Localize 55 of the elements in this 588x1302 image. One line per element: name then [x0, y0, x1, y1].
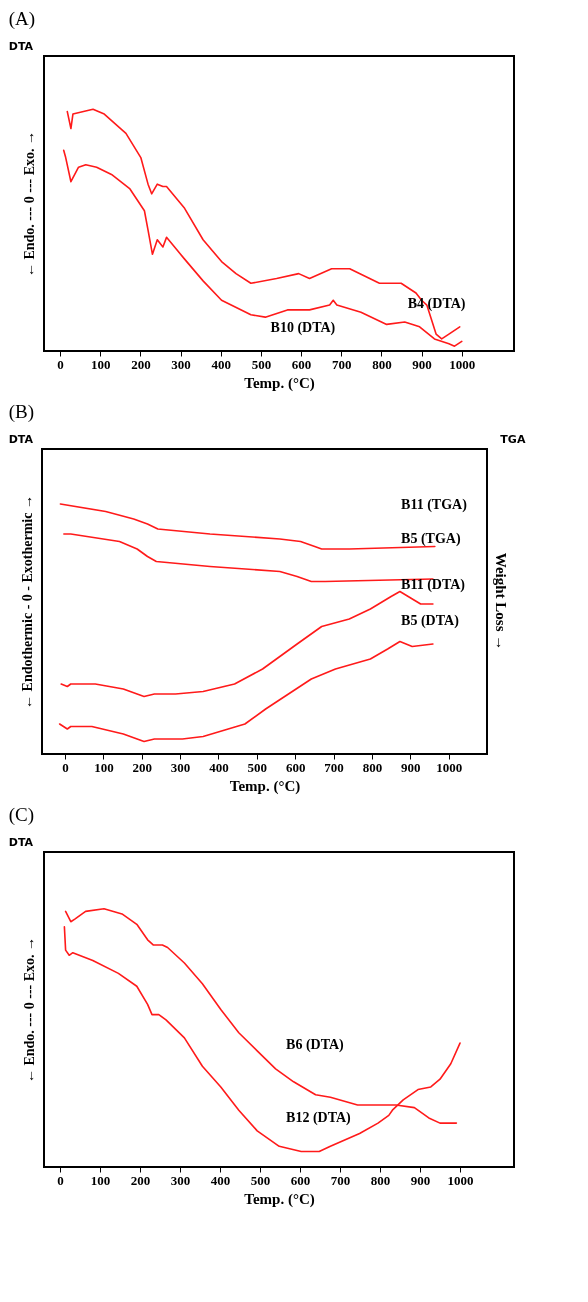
x-tick-label: 100: [90, 356, 111, 372]
x-tick-label: 200: [132, 759, 152, 775]
x-tick-label: 1000: [447, 1172, 474, 1188]
x-tick-label: 300: [170, 1172, 191, 1188]
annotation: B6 (DTA): [286, 1036, 345, 1053]
x-tick-label: 900: [410, 1172, 431, 1188]
x-tick-label: 1000: [436, 759, 463, 775]
annotation: B11 (DTA): [401, 576, 466, 593]
y2-axis-title: Weight Loss →: [493, 552, 509, 651]
text: DTA: [8, 432, 34, 446]
chart-title: (A): [8, 8, 36, 31]
x-tick-label: 800: [362, 759, 383, 775]
y-axis-title: ← Endo. --- 0 --- Exo. →: [21, 130, 37, 278]
x-tick-label: 500: [250, 1172, 271, 1188]
y-axis-title: ← Endothermic - 0 - Exothermic →: [19, 495, 35, 709]
x-tick-label: 200: [130, 1172, 151, 1188]
x-tick-label: 0: [57, 356, 64, 372]
x-tick-label: 700: [332, 356, 352, 372]
x-axis-title: Temp. (°C): [244, 1190, 315, 1208]
text: DTA: [8, 835, 34, 849]
x-tick-label: 700: [330, 1172, 351, 1188]
text: DTA: [8, 40, 34, 54]
x-tick-label: 800: [372, 356, 392, 372]
x-tick-label: 900: [401, 759, 421, 775]
x-tick-label: 300: [171, 356, 191, 372]
x-tick-label: 700: [324, 759, 344, 775]
annotation: B4 (DTA): [407, 296, 466, 313]
annotation: B10 (DTA): [270, 319, 336, 336]
annotation: B11 (TGA): [401, 497, 468, 514]
x-tick-label: 200: [131, 356, 151, 372]
x-tick-label: 500: [251, 356, 272, 372]
x-tick-label: 400: [210, 1172, 231, 1188]
x-tick-label: 1000: [449, 356, 476, 372]
annotation: B5 (TGA): [401, 530, 461, 547]
chart-title: (C): [8, 803, 35, 826]
x-tick-label: 600: [285, 759, 306, 775]
x-tick-label: 0: [57, 1172, 64, 1188]
x-tick-label: 900: [412, 356, 432, 372]
text: TGA: [500, 432, 526, 446]
x-tick-label: 100: [94, 759, 114, 775]
x-tick-label: 500: [247, 759, 268, 775]
y-axis-title: ← Endo. --- 0 --- Exo. →: [21, 936, 37, 1084]
x-tick-label: 600: [290, 1172, 311, 1188]
x-tick-label: 0: [62, 759, 69, 775]
x-tick-label: 300: [170, 759, 191, 775]
x-tick-label: 100: [90, 1172, 111, 1188]
annotation: B12 (DTA): [286, 1109, 352, 1126]
x-tick-label: 400: [209, 759, 229, 775]
x-tick-label: 800: [370, 1172, 391, 1188]
x-axis-title: Temp. (°C): [244, 374, 315, 392]
annotation: B5 (DTA): [401, 612, 460, 629]
x-axis-title: Temp. (°C): [229, 777, 301, 795]
chart-title: (B): [8, 400, 34, 423]
x-tick-label: 600: [291, 356, 312, 372]
x-tick-label: 400: [211, 356, 231, 372]
